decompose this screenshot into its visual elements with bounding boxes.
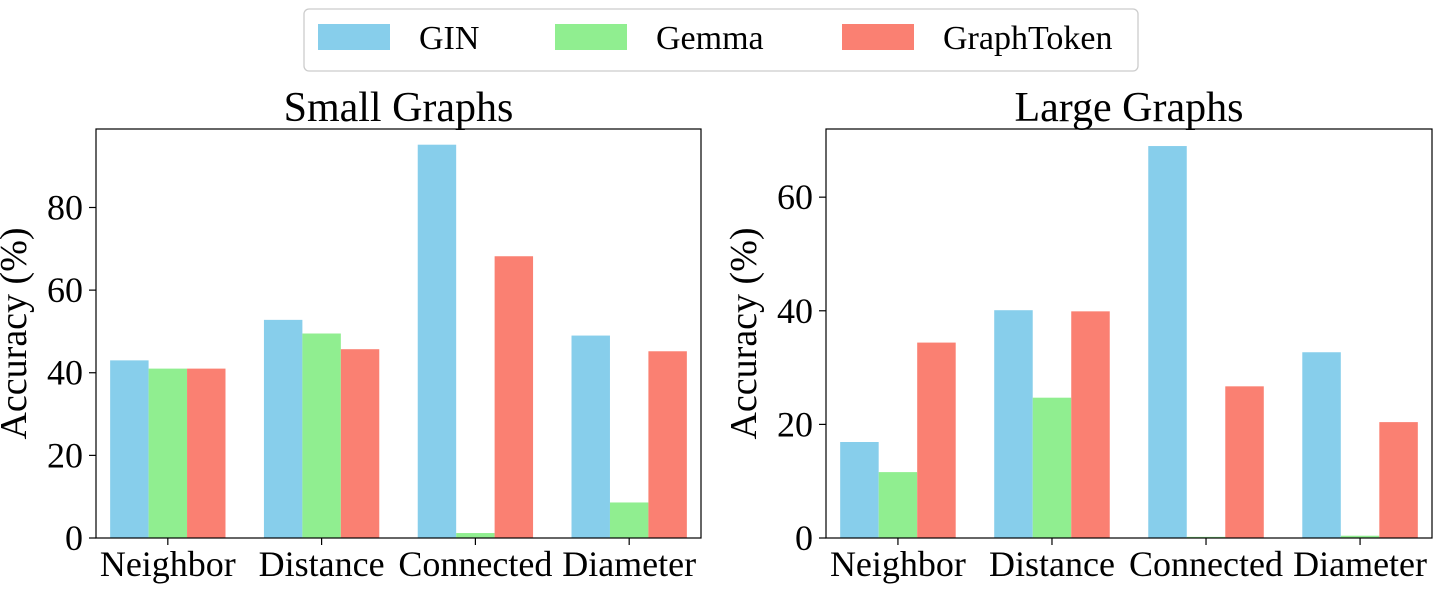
- legend-swatch-gin: [318, 24, 390, 50]
- legend-swatch-graphtoken: [842, 24, 914, 50]
- bar-graphtoken-diameter: [648, 351, 687, 538]
- x-tick-label-connected: Connected: [1129, 544, 1283, 584]
- chart-title: Large Graphs: [1015, 85, 1244, 131]
- x-tick-label-diameter: Diameter: [562, 544, 696, 584]
- x-tick-label-distance: Distance: [259, 544, 385, 584]
- x-tick-label-neighbor: Neighbor: [830, 544, 966, 584]
- chart-title: Small Graphs: [284, 85, 514, 131]
- bar-gemma-diameter: [1340, 535, 1380, 538]
- bar-gemma-diameter: [609, 502, 649, 538]
- bar-gemma-distance: [1032, 397, 1072, 538]
- chart-large-graphs: 0 20 40 60 Neighbor Distance Connected Diameter…: [723, 85, 1433, 584]
- bar-gin-diameter: [571, 335, 610, 538]
- legend: GIN Gemma GraphToken: [303, 8, 1139, 72]
- bar-graphtoken-neighbor: [187, 368, 226, 538]
- y-tick-label: 40: [777, 291, 813, 331]
- legend-frame: [303, 8, 1139, 72]
- bar-gin-distance: [263, 319, 303, 538]
- y-tick-label: 0: [65, 518, 83, 558]
- bar-gemma-neighbor: [148, 368, 188, 538]
- bar-graphtoken-neighbor: [917, 342, 956, 538]
- bar-gin-neighbor: [840, 441, 879, 538]
- bar-gin-neighbor: [110, 360, 149, 538]
- y-tick-label: 80: [47, 187, 83, 227]
- x-tick-label-neighbor: Neighbor: [100, 544, 236, 584]
- bar-gin-diameter: [1302, 352, 1341, 538]
- bar-graphtoken-distance: [1071, 311, 1110, 538]
- y-tick-label: 20: [777, 404, 813, 444]
- x-tick-label-connected: Connected: [398, 544, 552, 584]
- chart-small-graphs: 0 20 40 60 80 Neighbor Distance Connected Diamet…: [0, 85, 702, 584]
- axes-frame: [95, 128, 702, 539]
- bar-graphtoken-connected: [494, 256, 534, 538]
- bar-gemma-distance: [302, 333, 341, 538]
- bar-gin-connected: [1148, 146, 1187, 538]
- bar-graphtoken-diameter: [1379, 422, 1418, 538]
- y-tick-label: 40: [47, 353, 83, 393]
- bar-graphtoken-distance: [340, 349, 380, 538]
- bar-gin-connected: [417, 144, 457, 539]
- y-tick-label: 0: [795, 518, 813, 558]
- bar-graphtoken-connected: [1225, 386, 1264, 538]
- axes-frame: [825, 128, 1433, 539]
- bar-gemma-neighbor: [878, 472, 918, 538]
- y-tick-label: 20: [47, 435, 83, 475]
- y-axis-label: Accuracy (%): [0, 227, 35, 439]
- legend-label-gemma: Gemma: [656, 20, 764, 57]
- bar-gin-distance: [994, 310, 1033, 538]
- bar-gemma-connected: [456, 533, 495, 538]
- legend-label-graphtoken: GraphToken: [943, 20, 1112, 57]
- y-axis-label: Accuracy (%): [723, 227, 765, 439]
- y-tick-label: 60: [47, 270, 83, 310]
- x-tick-label-distance: Distance: [989, 544, 1115, 584]
- x-tick-label-diameter: Diameter: [1293, 544, 1427, 584]
- legend-swatch-gemma: [555, 24, 627, 50]
- legend-label-gin: GIN: [419, 20, 479, 57]
- y-tick-label: 60: [777, 177, 813, 217]
